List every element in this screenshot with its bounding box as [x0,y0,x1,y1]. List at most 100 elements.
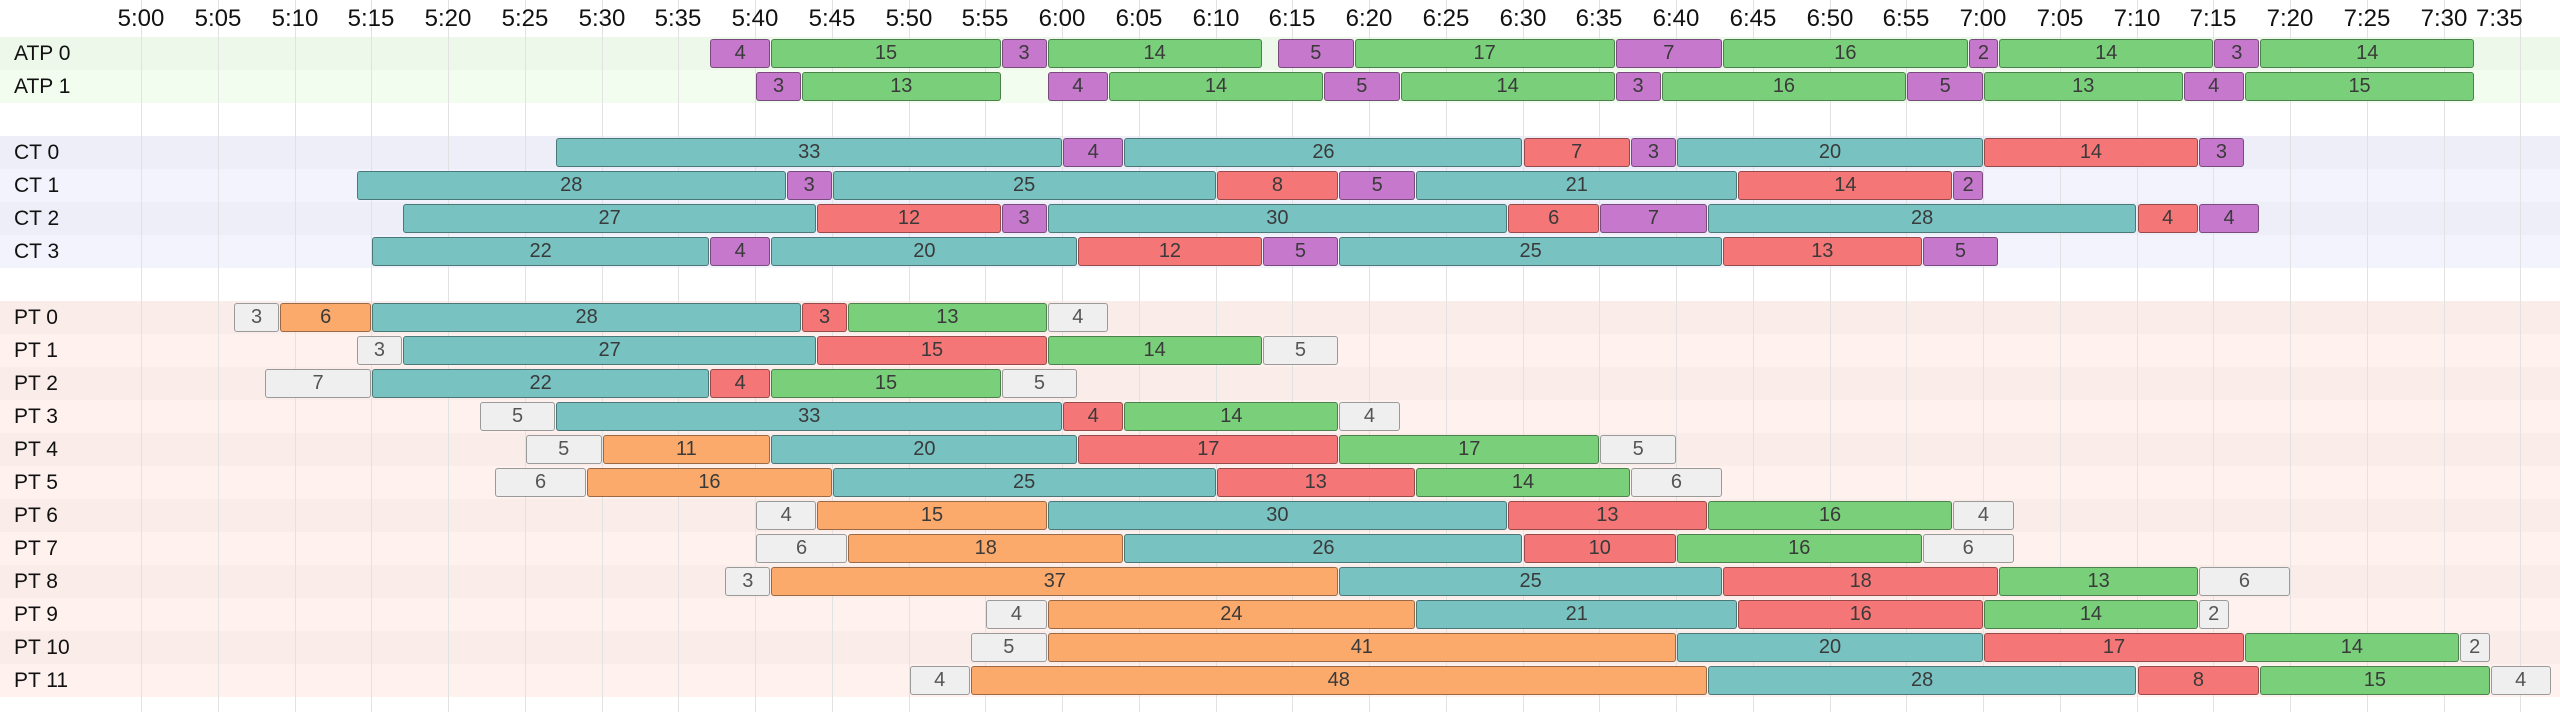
gantt-bar-orange: 24 [1047,600,1416,629]
row-label: PT 10 [14,636,70,659]
gantt-bar-green: 14 [1124,402,1339,431]
x-tick-label: 5:50 [885,5,933,32]
gantt-bar-green: 15 [771,369,1001,398]
gantt-bar-red: 12 [1078,237,1262,266]
gridline [2213,0,2214,712]
x-tick-label: 5:30 [578,5,626,32]
row-label: PT 9 [14,603,58,626]
x-tick-label: 5:40 [731,5,779,32]
gantt-bar-gray: 6 [1630,468,1723,497]
gridline [2444,0,2445,712]
gantt-bar-gray: 4 [1047,303,1109,332]
gantt-bar-red: 4 [1063,402,1124,431]
x-tick-label: 5:25 [501,5,549,32]
gantt-bar-green: 14 [1047,336,1262,365]
gridline [1753,0,1754,712]
gantt-bar-red: 10 [1523,534,1676,563]
gantt-bar-teal: 22 [372,237,709,266]
gridline [2520,0,2521,712]
gantt-bar-teal: 33 [556,138,1062,167]
gantt-bar-red: 17 [1984,633,2244,662]
gantt-bar-magenta: 3 [2214,39,2260,68]
row-label: PT 4 [14,438,58,461]
gantt-bar-green: 13 [848,303,1047,332]
gantt-bar-green: 14 [1999,39,2214,68]
gridline [1830,0,1831,712]
gridline [1599,0,1600,712]
gantt-bar-gray: 5 [1001,369,1078,398]
gantt-bar-gray: 6 [2198,567,2290,596]
gantt-bar-teal: 21 [1416,600,1738,629]
x-tick-label: 6:00 [1038,5,1086,32]
gantt-bar-green: 17 [1339,435,1600,464]
gantt-bar-green: 13 [1999,567,2198,596]
gantt-bar-magenta: 4 [1063,138,1124,167]
gantt-bar-orange: 16 [587,468,832,497]
row-label: PT 3 [14,405,58,428]
row-label: PT 8 [14,570,58,593]
gantt-bar-magenta: 4 [709,237,771,266]
gantt-bar-magenta: 3 [1001,39,1047,68]
x-tick-label: 5:45 [808,5,856,32]
gantt-bar-teal: 27 [402,204,817,233]
gantt-bar-teal: 20 [771,435,1078,464]
x-tick-label: 5:35 [654,5,702,32]
row-label: PT 1 [14,339,58,362]
x-tick-label: 6:20 [1345,5,1393,32]
gantt-bar-teal: 30 [1047,204,1508,233]
row-label: CT 0 [14,141,60,164]
gantt-bar-red: 12 [817,204,1001,233]
gantt-bar-teal: 28 [356,171,786,200]
gantt-bar-magenta: 3 [1001,204,1047,233]
gantt-bar-gray: 4 [986,600,1047,629]
gantt-bar-green: 14 [1109,72,1323,101]
gantt-bar-gray: 4 [756,501,817,530]
gantt-bar-green: 15 [2260,666,2490,695]
gantt-bar-teal: 25 [832,171,1216,200]
gantt-bar-magenta: 7 [1600,204,1707,233]
gantt-bar-red: 16 [1738,600,1983,629]
gridline [2290,0,2291,712]
gantt-bar-orange: 41 [1047,633,1676,662]
x-tick-label: 6:35 [1575,5,1623,32]
gantt-bar-red: 18 [1723,567,1999,596]
gantt-bar-green: 14 [2244,633,2459,662]
x-tick-label: 7:10 [2113,5,2161,32]
x-tick-label: 5:00 [117,5,165,32]
x-tick-label: 7:30 [2420,5,2468,32]
x-tick-label: 5:10 [271,5,319,32]
gantt-bar-red: 8 [2137,666,2260,695]
gantt-bar-teal: 20 [1677,138,1983,167]
gantt-bar-green: 13 [802,72,1001,101]
gantt-bar-orange: 48 [970,666,1707,695]
gantt-bar-red: 14 [1738,171,1953,200]
gantt-bar-gray: 5 [479,402,556,431]
gantt-bar-magenta: 2 [1968,39,1999,68]
gantt-bar-magenta: 5 [1922,237,1999,266]
x-tick-label: 7:25 [2343,5,2391,32]
row-label: ATP 1 [14,75,71,98]
row-label: CT 2 [14,207,60,230]
gantt-bar-teal: 22 [372,369,709,398]
x-tick-label: 5:55 [961,5,1009,32]
gantt-bar-green: 14 [1047,39,1262,68]
gantt-bar-red: 4 [2137,204,2198,233]
gridline [2060,0,2061,712]
gantt-bar-orange: 11 [602,435,771,464]
gantt-bar-green: 16 [1661,72,1907,101]
x-tick-label: 6:10 [1192,5,1240,32]
x-tick-label: 6:40 [1652,5,1700,32]
row-label: CT 3 [14,240,60,263]
gantt-bar-orange: 18 [848,534,1124,563]
row-label: ATP 0 [14,42,71,65]
gantt-bar-teal: 26 [1124,138,1523,167]
row-label: PT 11 [14,669,69,692]
gantt-bar-magenta: 5 [1262,237,1339,266]
gantt-bar-red: 4 [709,369,771,398]
gantt-bar-green: 13 [1984,72,2183,101]
gantt-bar-teal: 27 [402,336,817,365]
row-label: PT 6 [14,504,58,527]
gantt-bar-magenta: 3 [786,171,832,200]
gantt-bar-orange: 15 [817,501,1047,530]
gantt-bar-magenta: 4 [2198,204,2260,233]
